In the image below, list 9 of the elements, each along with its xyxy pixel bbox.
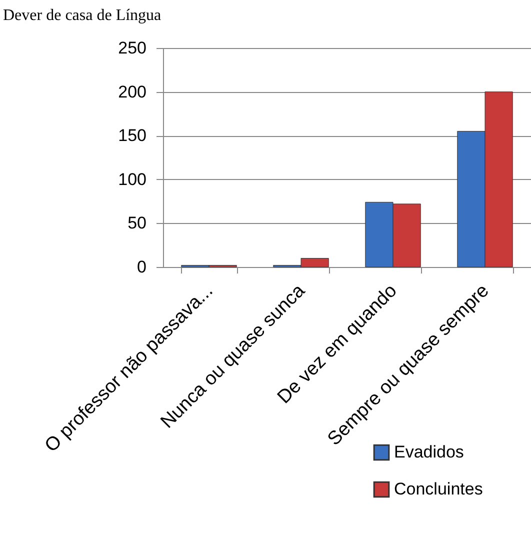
y-tick-label: 250 — [118, 38, 146, 58]
legend-label: Evadidos — [394, 442, 464, 462]
y-tick-label: 100 — [118, 170, 146, 189]
chart-title: Dever de casa de Língua — [3, 7, 162, 24]
y-tick-label: 0 — [137, 258, 146, 276]
y-tick-label: 50 — [128, 214, 146, 233]
y-tick-label: 150 — [118, 126, 146, 146]
legend-label: Concluintes — [394, 480, 483, 498]
y-tick-label: 200 — [118, 82, 146, 102]
